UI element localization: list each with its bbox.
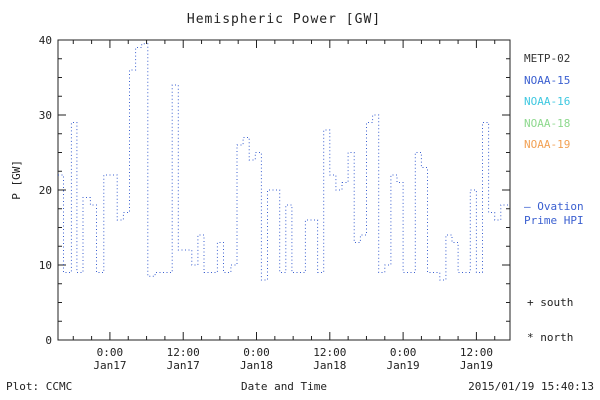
ovation-line2: Prime HPI	[524, 214, 584, 227]
legend-item-noaa18: NOAA-18	[524, 116, 571, 130]
x-tick-time-label: 12:00	[460, 346, 493, 359]
x-tick-date-label: Jan18	[313, 359, 346, 372]
x-tick-time-label: 0:00	[243, 346, 270, 359]
y-tick-label: 40	[39, 34, 52, 47]
plot-source-label: Plot: CCMC	[6, 380, 73, 393]
legend-item-noaa16: NOAA-16	[524, 95, 571, 108]
satellite-legend: METP-02 NOAA-15 NOAA-16 NOAA-18 NOAA-19	[524, 48, 570, 156]
plot-frame	[57, 39, 511, 341]
y-tick-label: 10	[39, 259, 52, 272]
x-tick-date-label: Jan18	[240, 359, 273, 372]
x-tick-date-label: Jan17	[167, 359, 200, 372]
y-tick-label: 0	[45, 334, 52, 347]
x-tick-date-label: Jan17	[93, 359, 126, 372]
north-marker-label: * north	[527, 331, 574, 344]
ovation-prime-hpi-label: — Ovation Prime HPI	[524, 200, 584, 228]
y-tick-label: 30	[39, 109, 52, 122]
chart-title: Hemispheric Power [GW]	[186, 12, 382, 27]
x-tick-time-label: 0:00	[97, 346, 124, 359]
x-tick-time-label: 0:00	[390, 346, 417, 359]
legend-item-metp02: METP-02	[524, 52, 571, 65]
legend-item-noaa19: NOAA-19	[524, 138, 571, 151]
hpi-step-line	[58, 43, 510, 281]
legend-item-noaa15: NOAA-15	[524, 73, 571, 87]
ovation-line1: — Ovation	[524, 200, 584, 213]
x-axis-label: Date and Time	[240, 380, 328, 393]
x-tick-date-label: Jan19	[387, 359, 420, 372]
south-marker-label: + south	[527, 296, 574, 309]
y-tick-label: 20	[39, 184, 52, 197]
x-tick-time-label: 12:00	[313, 346, 346, 359]
x-tick-date-label: Jan19	[460, 359, 493, 372]
plot-timestamp: 2015/01/19 15:40:13	[468, 380, 594, 393]
x-tick-time-label: 12:00	[167, 346, 200, 359]
